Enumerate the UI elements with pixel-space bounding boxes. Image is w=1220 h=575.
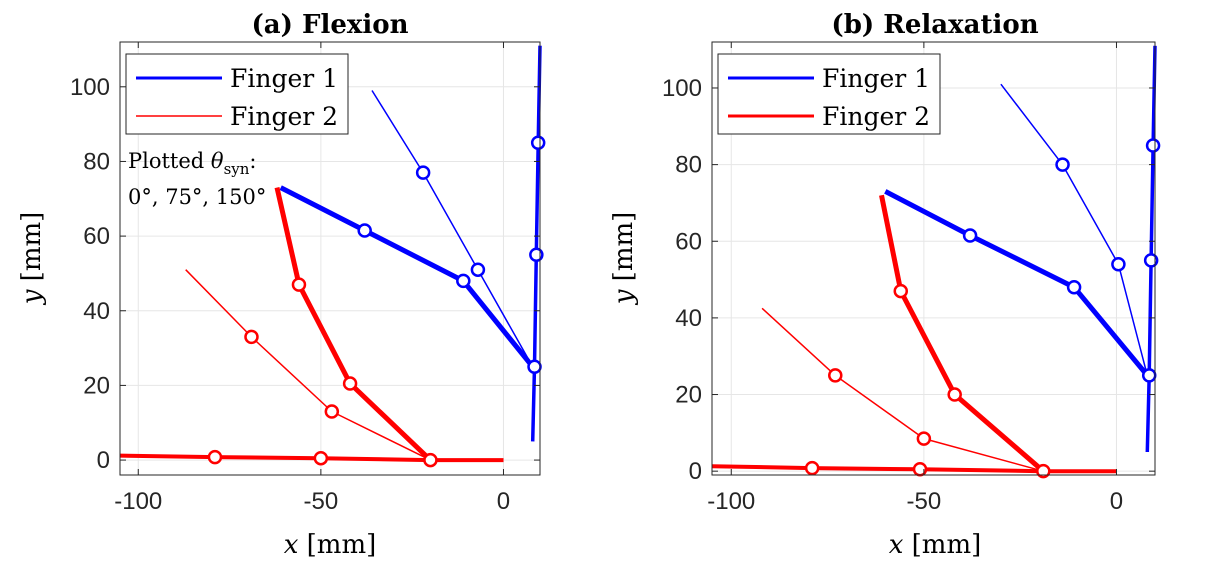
y-tick-label: 100: [70, 74, 110, 101]
joint-marker: [916, 431, 932, 446]
chart-panel-b: -100 -50 0 0 20 40 60 80 100 (b) Relaxation x [mm]…: [609, 10, 1161, 560]
legend-label: Finger 1: [230, 64, 338, 93]
joint-marker: [342, 376, 358, 391]
x-tick-label: -50: [907, 488, 942, 515]
axes-box: [711, 41, 1156, 476]
joint-marker: [530, 135, 546, 151]
series-line-1: [1145, 45, 1157, 453]
series-line-1: [279, 185, 535, 369]
series-line-2: [879, 194, 1045, 474]
y-tick-label: 80: [675, 152, 702, 179]
annotation-line-2: 0°, 75°, 150°: [128, 185, 266, 209]
series-line-1: [530, 45, 542, 442]
joint-marker: [1141, 368, 1157, 383]
y-tick-label: 100: [662, 75, 702, 102]
y-axis-label: y [mm]: [609, 212, 639, 306]
joint-marker: [313, 450, 329, 466]
data-markers: [207, 135, 546, 468]
series-line-1: [1000, 83, 1149, 376]
data-markers: [804, 138, 1161, 479]
joint-marker: [804, 460, 820, 476]
joint-marker: [828, 368, 843, 383]
y-tick-label: 80: [83, 148, 110, 175]
legend-box: [717, 53, 941, 135]
annotation-line-1: Plotted θsyn:: [128, 149, 257, 178]
ticks: -100 -50 0 0 20 40 60 80 100: [70, 42, 540, 515]
series-line-2: [185, 269, 431, 461]
joint-marker: [207, 449, 223, 465]
joint-marker: [1036, 463, 1051, 479]
x-tick-label: -100: [114, 488, 162, 515]
x-tick-label: 0: [497, 488, 510, 515]
y-tick-label: 20: [83, 372, 110, 399]
annotation: Plotted θsyn: 0°, 75°, 150°: [128, 149, 266, 209]
series-line-2: [274, 187, 433, 462]
ticks: -100 -50 0 0 20 40 60 80 100: [662, 42, 1155, 515]
y-tick-label: 40: [83, 298, 110, 325]
joint-marker: [1066, 279, 1082, 295]
y-tick-label: 40: [675, 305, 702, 332]
legend-box: [125, 53, 349, 135]
series-line-2: [119, 453, 504, 463]
chart-title: (a) Flexion: [251, 10, 408, 40]
legend-label: Finger 1: [822, 64, 930, 93]
joint-marker: [415, 165, 431, 180]
joint-marker: [527, 359, 542, 374]
series-line-2: [761, 307, 1044, 472]
y-tick-label: 60: [83, 223, 110, 250]
joint-marker: [470, 262, 486, 277]
joint-marker: [947, 387, 962, 402]
y-axis-label: y [mm]: [17, 212, 47, 306]
chart-title: (b) Relaxation: [831, 10, 1038, 40]
y-tick-label: 60: [675, 228, 702, 255]
joint-marker: [291, 277, 307, 292]
x-axis-label: x [mm]: [889, 530, 982, 560]
joint-marker: [324, 404, 340, 419]
x-tick-label: -100: [707, 488, 755, 515]
x-tick-label: -50: [304, 488, 339, 515]
joint-marker: [1143, 253, 1159, 268]
axes-box: [119, 41, 541, 476]
y-tick-label: 0: [689, 458, 702, 485]
series-line-1: [371, 90, 534, 368]
joint-marker: [893, 283, 909, 299]
joint-marker: [529, 247, 544, 263]
y-tick-label: 20: [675, 382, 702, 409]
legend-label: Finger 2: [230, 102, 338, 131]
joint-marker: [1145, 138, 1161, 153]
joint-marker: [456, 273, 471, 289]
joint-marker: [962, 228, 978, 243]
y-tick-label: 0: [97, 447, 110, 474]
series-line-1: [884, 189, 1150, 377]
joint-marker: [357, 223, 372, 238]
x-axis-label: x [mm]: [284, 530, 377, 560]
joint-marker: [1055, 157, 1070, 172]
chart-panel-a: -100 -50 0 0 20 40 60 80 100 (a) Flexion x [mm] y […: [17, 10, 546, 560]
joint-marker: [423, 452, 438, 468]
legend: Finger 1 Finger 2: [125, 53, 349, 135]
x-tick-label: 0: [1110, 488, 1123, 515]
joint-marker: [1111, 256, 1126, 272]
legend: Finger 1 Finger 2: [717, 53, 941, 135]
legend-label: Finger 2: [822, 102, 930, 131]
joint-marker: [244, 329, 259, 345]
